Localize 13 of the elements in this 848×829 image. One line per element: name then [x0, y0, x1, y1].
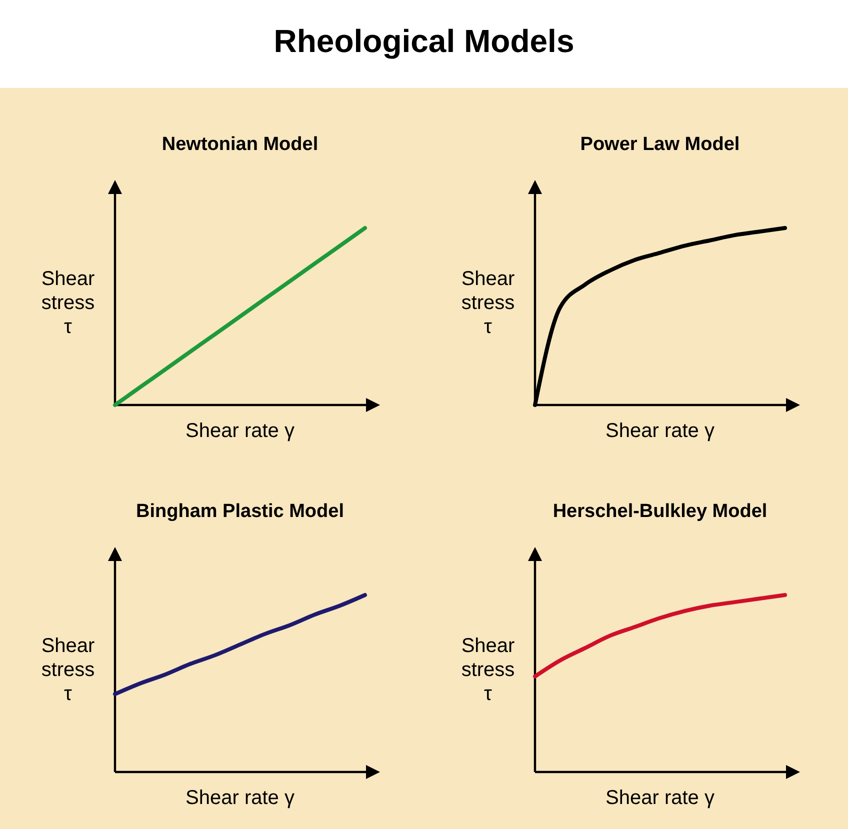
text: Rheological Models: [274, 23, 574, 59]
x-axis-title: Shear rate γ: [606, 420, 714, 442]
y-axis-title: Shear stress τ: [41, 268, 96, 338]
chart-title: Newtonian Model: [162, 134, 318, 155]
y-axis-title: Shear stress τ: [461, 268, 516, 338]
chart-title: Bingham Plastic Model: [136, 501, 344, 522]
x-axis-title: Shear rate γ: [606, 787, 714, 809]
chart-title: Power Law Model: [580, 134, 740, 155]
x-axis-title: Shear rate γ: [186, 420, 294, 442]
chart-title: Herschel-Bulkley Model: [552, 501, 768, 522]
y-axis-title: Shear stress τ: [41, 635, 96, 705]
x-axis-title: Shear rate γ: [186, 787, 294, 809]
y-axis-title: Shear stress τ: [461, 635, 516, 705]
